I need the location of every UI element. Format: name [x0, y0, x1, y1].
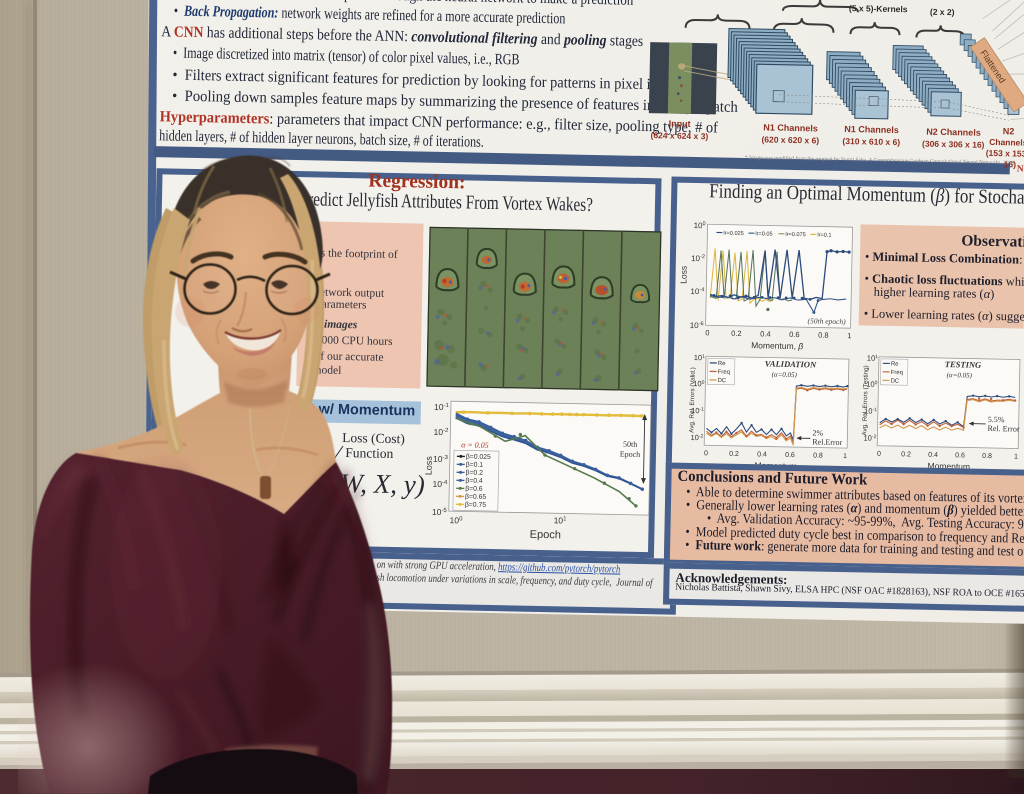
- svg-text:Momentum, β: Momentum, β: [751, 340, 803, 351]
- svg-text:β=0.6: β=0.6: [465, 485, 483, 492]
- svg-text:10-2: 10-2: [691, 254, 705, 263]
- svg-text:0.2: 0.2: [901, 451, 911, 458]
- svg-text:Input: Input: [669, 118, 691, 128]
- svg-text:Momentum: Momentum: [927, 461, 970, 472]
- svg-text:10-4: 10-4: [690, 287, 704, 296]
- svg-text:10-3: 10-3: [433, 454, 449, 464]
- svg-text:(α=0.05): (α=0.05): [947, 371, 973, 380]
- svg-text:0.4: 0.4: [757, 451, 767, 458]
- svg-text:0.2: 0.2: [731, 329, 742, 338]
- svg-text:0.6: 0.6: [955, 452, 965, 459]
- svg-text:Rel. Error: Rel. Error: [987, 424, 1019, 434]
- svg-text:100: 100: [450, 515, 464, 525]
- svg-text:(624 x 624 x 3): (624 x 624 x 3): [650, 130, 708, 141]
- svg-text:101: 101: [694, 353, 706, 362]
- svg-text:N2: N2: [1003, 126, 1015, 136]
- svg-text:10-2: 10-2: [863, 433, 876, 442]
- svg-text:16): 16): [1004, 159, 1017, 169]
- svg-text:0: 0: [704, 450, 708, 457]
- svg-text:lr=0.1: lr=0.1: [817, 232, 831, 238]
- svg-text:10-2: 10-2: [690, 433, 703, 442]
- svg-text:(153 x 153: (153 x 153: [986, 148, 1024, 159]
- svg-text:0: 0: [877, 451, 881, 458]
- svg-text:β=0.2: β=0.2: [466, 469, 484, 476]
- svg-text:10-6: 10-6: [690, 321, 704, 330]
- svg-text:N2 Channels: N2 Channels: [926, 127, 981, 138]
- svg-text:0: 0: [705, 328, 709, 337]
- svg-text:100: 100: [693, 379, 705, 388]
- svg-text:10-1: 10-1: [691, 406, 704, 415]
- svg-text:1: 1: [847, 331, 851, 340]
- svg-text:(620 x 620 x 6): (620 x 620 x 6): [761, 134, 819, 145]
- svg-text:0.4: 0.4: [928, 452, 938, 459]
- svg-text:β=0.1: β=0.1: [466, 461, 484, 468]
- svg-text:2%: 2%: [812, 428, 823, 437]
- svg-text:Rel.Error: Rel.Error: [812, 437, 842, 447]
- svg-text:Loss: Loss: [424, 456, 434, 476]
- svg-text:(5 x 5)-Kernels: (5 x 5)-Kernels: [849, 3, 908, 14]
- svg-text:β=0.75: β=0.75: [465, 501, 486, 508]
- svg-text:(α=0.05): (α=0.05): [772, 371, 798, 380]
- svg-text:10-5: 10-5: [432, 507, 448, 517]
- svg-text:Re: Re: [718, 361, 726, 367]
- svg-text:Epoch: Epoch: [530, 529, 561, 542]
- svg-text:0.4: 0.4: [760, 329, 771, 338]
- svg-text:101: 101: [554, 515, 568, 525]
- svg-text:α = 0.05: α = 0.05: [461, 440, 489, 450]
- svg-text:DC: DC: [717, 378, 726, 384]
- svg-text:lr=0.05: lr=0.05: [755, 231, 772, 237]
- svg-text:10-4: 10-4: [432, 479, 448, 489]
- svg-text:(310 x 610 x 6): (310 x 610 x 6): [842, 136, 900, 147]
- svg-text:(306 x 306 x 16): (306 x 306 x 16): [922, 139, 985, 150]
- svg-text:Freq: Freq: [891, 370, 903, 376]
- svg-text:DC: DC: [890, 378, 899, 384]
- svg-text:β=0.65: β=0.65: [465, 493, 486, 500]
- svg-text:Freq: Freq: [718, 370, 730, 376]
- svg-text:Re: Re: [891, 361, 899, 367]
- svg-text:N1 Channels: N1 Channels: [844, 124, 899, 135]
- svg-text:Avg. Rel. Errors (Valid.): Avg. Rel. Errors (Valid.): [688, 367, 696, 433]
- svg-text:101: 101: [867, 354, 879, 363]
- svg-text:0.8: 0.8: [982, 453, 992, 460]
- svg-text:Epoch: Epoch: [620, 450, 641, 459]
- svg-text:0.8: 0.8: [813, 452, 823, 459]
- svg-text:VALIDATION: VALIDATION: [765, 358, 817, 369]
- svg-text:10-1: 10-1: [864, 406, 877, 415]
- svg-text:100: 100: [694, 221, 706, 230]
- svg-text:5.5%: 5.5%: [988, 415, 1005, 424]
- svg-text:β=0.4: β=0.4: [465, 477, 483, 484]
- svg-text:TESTING: TESTING: [945, 359, 982, 370]
- svg-text:0.6: 0.6: [785, 452, 795, 459]
- svg-text:1: 1: [843, 453, 847, 460]
- svg-text:0.6: 0.6: [789, 330, 800, 339]
- svg-text:lr=0.025: lr=0.025: [723, 231, 743, 237]
- svg-text:β=0.025: β=0.025: [466, 453, 491, 461]
- svg-text:Avg. Rel. Errors (Testing): Avg. Rel. Errors (Testing): [861, 365, 869, 435]
- svg-text:1: 1: [1014, 453, 1018, 460]
- svg-text:(50th epoch): (50th epoch): [807, 316, 846, 326]
- svg-text:Channels: Channels: [989, 137, 1024, 148]
- svg-text:0.8: 0.8: [818, 331, 829, 340]
- svg-text:50th: 50th: [623, 440, 637, 449]
- svg-text:(2 x 2): (2 x 2): [930, 7, 955, 17]
- svg-text:10-2: 10-2: [433, 427, 449, 437]
- svg-text:0.2: 0.2: [729, 451, 739, 458]
- svg-text:Loss: Loss: [678, 266, 688, 284]
- svg-text:100: 100: [866, 379, 878, 388]
- svg-text:lr=0.075: lr=0.075: [785, 232, 805, 238]
- svg-text:N1 Channels: N1 Channels: [763, 122, 818, 133]
- svg-text:10-1: 10-1: [434, 402, 450, 412]
